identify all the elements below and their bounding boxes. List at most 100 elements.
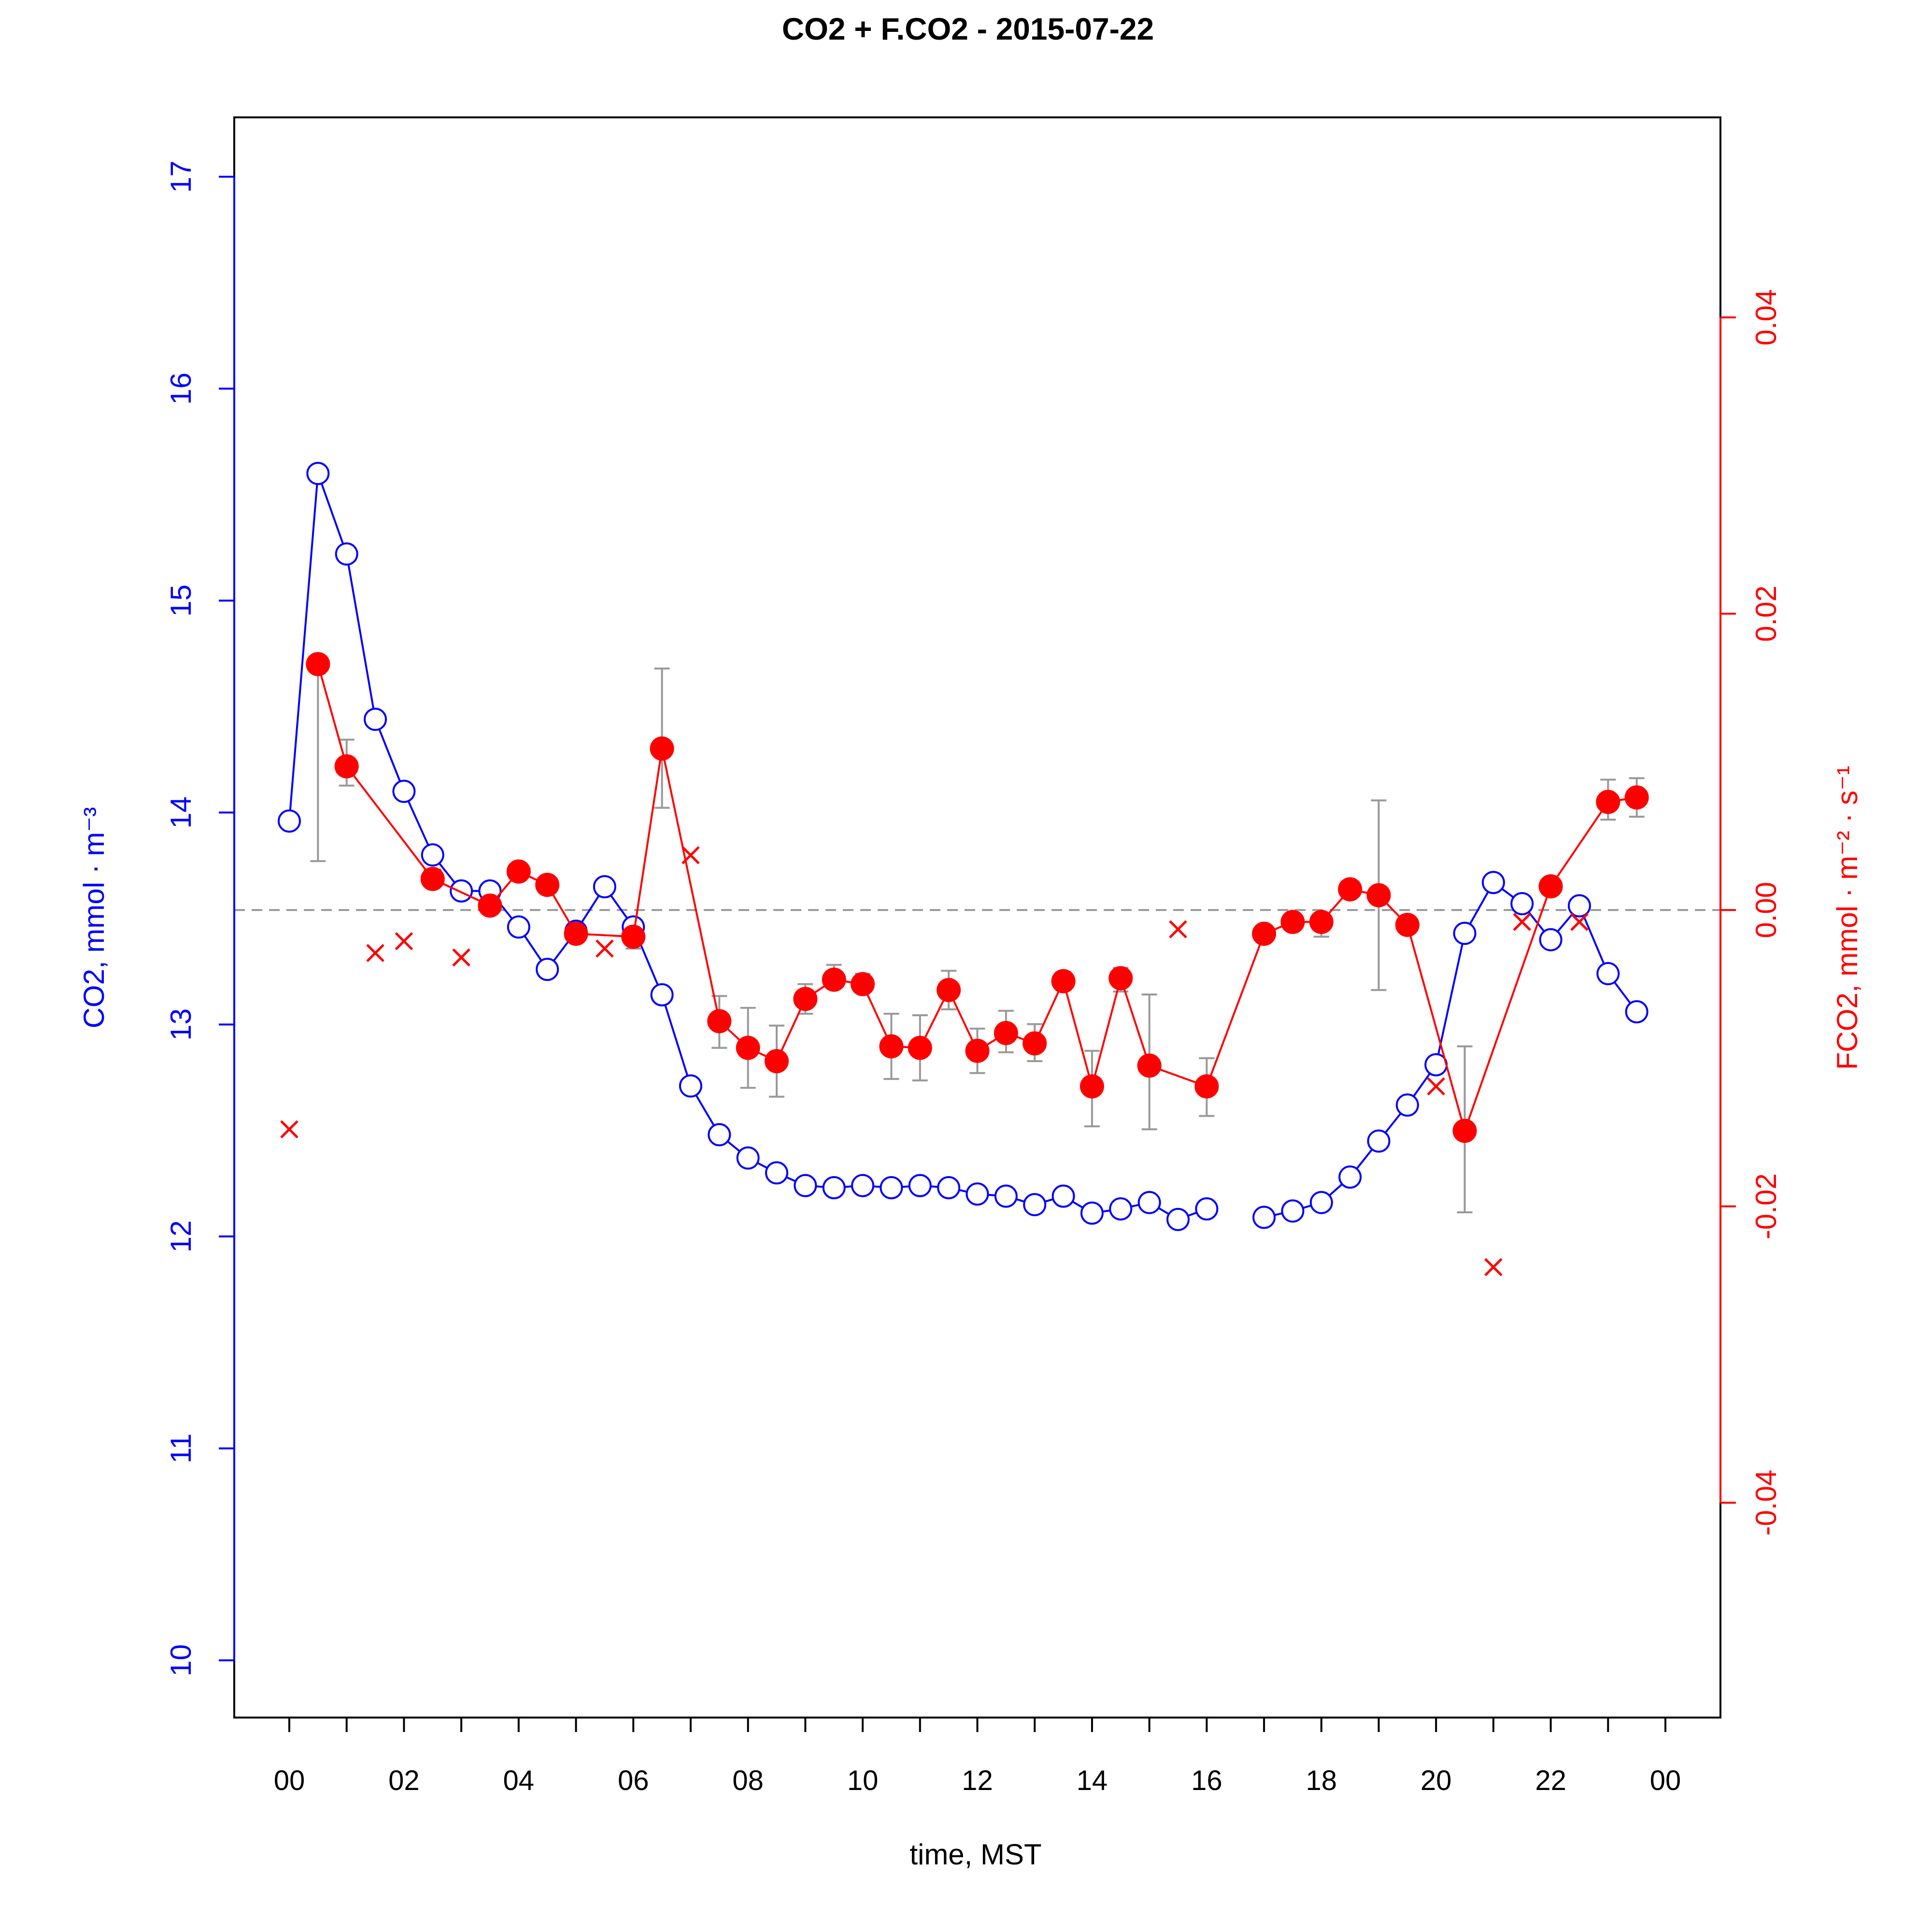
flux-point bbox=[994, 1021, 1018, 1045]
co2-point bbox=[1510, 892, 1534, 915]
co2-point bbox=[1625, 1000, 1648, 1023]
plot-frame bbox=[233, 116, 1721, 1719]
flux-cross-marker bbox=[423, 868, 442, 887]
y-left-tick-label: 12 bbox=[165, 1221, 197, 1253]
flux-point bbox=[1280, 909, 1305, 934]
flux-cross-markers bbox=[280, 846, 1589, 1277]
flux-point bbox=[334, 754, 359, 779]
co2-point bbox=[822, 1176, 846, 1199]
flux-point bbox=[1137, 1053, 1162, 1078]
y-right-tick-label: 0.00 bbox=[1750, 882, 1782, 938]
flux-point bbox=[707, 1009, 732, 1034]
co2-point bbox=[1137, 1191, 1161, 1214]
x-tick-label: 04 bbox=[503, 1765, 535, 1796]
x-tick-label: 00 bbox=[274, 1765, 305, 1796]
x-tick-label: 12 bbox=[962, 1765, 993, 1796]
flux-series bbox=[306, 652, 1649, 1143]
flux-point bbox=[1395, 912, 1420, 937]
co2-point bbox=[1051, 1184, 1075, 1208]
flux-point bbox=[793, 987, 818, 1011]
co2-point bbox=[1395, 1093, 1419, 1117]
co2-point bbox=[1481, 871, 1505, 895]
x-tick-label: 18 bbox=[1306, 1765, 1337, 1796]
co2-point bbox=[794, 1174, 817, 1197]
co2-point bbox=[650, 983, 674, 1007]
co2-point bbox=[1281, 1199, 1305, 1223]
x-tick-label: 16 bbox=[1191, 1765, 1222, 1796]
co2-point bbox=[765, 1161, 789, 1185]
y-right-tick-label: 0.02 bbox=[1750, 585, 1782, 642]
flux-point bbox=[306, 652, 330, 676]
co2-point bbox=[679, 1074, 702, 1098]
co2-point bbox=[335, 542, 358, 566]
flux-point bbox=[1596, 790, 1620, 814]
flux-point bbox=[506, 859, 531, 884]
flux-point bbox=[965, 1038, 990, 1063]
flux-cross-marker bbox=[395, 932, 413, 951]
y-left-tick-label: 16 bbox=[165, 372, 197, 405]
co2-point bbox=[1596, 962, 1620, 985]
co2-point bbox=[1166, 1208, 1190, 1231]
flux-point bbox=[1452, 1119, 1477, 1143]
flux-point bbox=[1051, 969, 1076, 994]
flux-point bbox=[937, 978, 961, 1002]
co2-point bbox=[593, 875, 616, 898]
x-axis: 00 02 04 06 08 10 12 14 16 18 20 22 00 bbox=[274, 1717, 1681, 1796]
x-axis-label: time, MST bbox=[909, 1838, 1041, 1871]
flux-point bbox=[1338, 877, 1363, 902]
flux-point bbox=[908, 1036, 932, 1060]
co2-point bbox=[937, 1176, 961, 1199]
x-tick-label: 06 bbox=[618, 1765, 649, 1796]
co2-point bbox=[1309, 1191, 1333, 1214]
co2-point bbox=[708, 1123, 731, 1147]
co2-point bbox=[1567, 894, 1591, 918]
co2-point bbox=[1539, 928, 1563, 952]
co2-point bbox=[277, 809, 301, 833]
co2-point bbox=[507, 915, 530, 939]
flux-point bbox=[1194, 1074, 1219, 1099]
flux-cross-marker bbox=[1169, 920, 1187, 938]
flux-point bbox=[1366, 883, 1391, 908]
y-axis-left: 10 11 12 13 14 15 16 17 bbox=[165, 160, 235, 1676]
x-tick-label: 22 bbox=[1535, 1765, 1566, 1796]
x-tick-label: 02 bbox=[388, 1765, 420, 1796]
y-left-tick-label: 13 bbox=[165, 1009, 197, 1041]
flux-point bbox=[1080, 1074, 1104, 1099]
co2-point bbox=[1367, 1129, 1391, 1153]
y-right-tick-label: 0.04 bbox=[1750, 289, 1782, 346]
y-right-tick-label: -0.02 bbox=[1750, 1173, 1782, 1239]
y-left-tick-label: 17 bbox=[165, 160, 197, 193]
co2-point bbox=[880, 1176, 903, 1199]
y-left-tick-label: 10 bbox=[165, 1644, 197, 1676]
flux-point bbox=[1538, 874, 1563, 899]
co2-point bbox=[306, 462, 330, 485]
flux-cross-marker bbox=[1427, 1077, 1445, 1095]
flux-point bbox=[765, 1049, 789, 1074]
x-tick-label: 08 bbox=[732, 1765, 764, 1796]
flux-point bbox=[621, 924, 646, 949]
co2-point bbox=[392, 780, 416, 803]
co2-point bbox=[851, 1174, 875, 1197]
co2-series bbox=[277, 462, 1648, 1231]
co2-point bbox=[1195, 1197, 1219, 1221]
flux-point bbox=[478, 893, 502, 918]
flux-point bbox=[1023, 1031, 1047, 1056]
flux-point bbox=[650, 736, 674, 761]
x-tick-label: 00 bbox=[1650, 1765, 1681, 1796]
y-axis-left-label: CO2, mmol · m⁻³ bbox=[78, 807, 110, 1028]
flux-point bbox=[535, 873, 560, 897]
x-tick-label: 10 bbox=[847, 1765, 879, 1796]
flux-point bbox=[1252, 922, 1277, 946]
y-right-tick-label: -0.04 bbox=[1750, 1470, 1782, 1536]
chart-title: CO2 + F.CO2 - 2015-07-22 bbox=[782, 12, 1154, 46]
flux-point bbox=[822, 967, 846, 992]
x-tick-label: 20 bbox=[1421, 1765, 1452, 1796]
co2-point bbox=[736, 1146, 760, 1170]
flux-cross-marker bbox=[682, 846, 700, 865]
co2-point bbox=[364, 708, 387, 731]
flux-point bbox=[879, 1034, 904, 1059]
co2-point bbox=[1109, 1197, 1133, 1221]
x-tick-label: 14 bbox=[1077, 1765, 1108, 1796]
flux-cross-marker bbox=[1513, 912, 1532, 931]
